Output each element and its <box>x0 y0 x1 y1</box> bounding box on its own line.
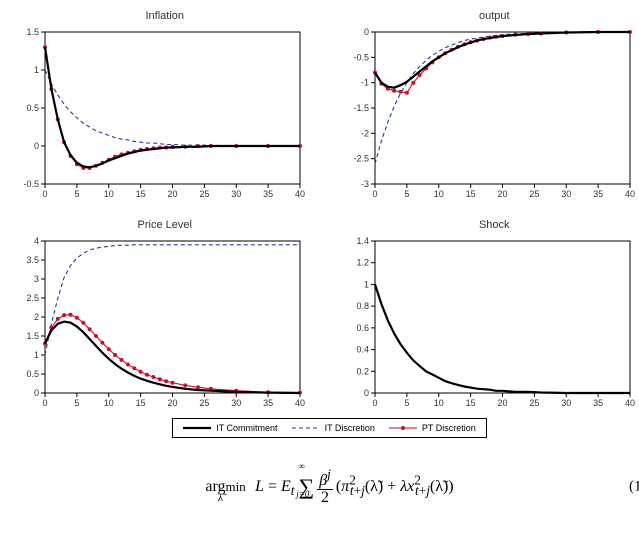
svg-text:5: 5 <box>404 189 409 199</box>
svg-text:-2.5: -2.5 <box>353 154 369 164</box>
chart-grid: Inflation0510152025303540-0.500.511.5out… <box>10 10 639 408</box>
svg-text:-0.5: -0.5 <box>353 52 369 62</box>
svg-text:10: 10 <box>433 189 443 199</box>
equation-body: argminλ̃ L = Et ∑∞j=0βj2(π2t+j(λ̃) + λx2… <box>205 478 453 495</box>
svg-text:20: 20 <box>167 189 177 199</box>
legend-item-commitment: IT Commitment <box>183 423 277 433</box>
series-commitment <box>45 47 300 167</box>
svg-text:-1: -1 <box>360 78 368 88</box>
svg-text:0: 0 <box>372 189 377 199</box>
svg-text:40: 40 <box>624 398 634 408</box>
chart-svg: 0 5 10 15 20 25 30 35 40 0 0.2 0.4 0.6 0.8 1 1.2 1.4 <box>340 233 635 408</box>
series-commitment <box>375 284 630 393</box>
svg-text:2.5: 2.5 <box>26 293 39 303</box>
svg-text:1.5: 1.5 <box>26 27 39 37</box>
svg-text:25: 25 <box>529 398 539 408</box>
svg-text:0.4: 0.4 <box>356 345 369 355</box>
svg-text:5: 5 <box>74 189 79 199</box>
svg-text:0: 0 <box>372 398 377 408</box>
svg-text:1: 1 <box>34 65 39 75</box>
svg-text:4: 4 <box>34 236 39 246</box>
chart-shock: Shock 0 5 10 15 20 25 30 35 40 0 0.2 0.4 0.6 0.8 1 1.2 1.… <box>340 219 639 408</box>
chart-inflation: Inflation0510152025303540-0.500.511.5 <box>10 10 320 199</box>
svg-text:15: 15 <box>136 398 146 408</box>
legend-label: IT Discretion <box>325 423 375 433</box>
svg-text:10: 10 <box>104 398 114 408</box>
svg-text:5: 5 <box>404 398 409 408</box>
svg-text:0.5: 0.5 <box>26 103 39 113</box>
chart-title: Price Level <box>10 219 320 231</box>
svg-text:-1.5: -1.5 <box>353 103 369 113</box>
svg-text:25: 25 <box>529 189 539 199</box>
svg-text:40: 40 <box>295 398 305 408</box>
legend: IT Commitment IT Discretion PT Discretion <box>172 418 487 438</box>
svg-text:3: 3 <box>34 274 39 284</box>
svg-text:0.8: 0.8 <box>356 301 369 311</box>
chart-svg: 0 5 10 15 20 25 30 35 40 0 0.5 1 1.5 2 2.5 3 3.5 4 <box>10 233 305 408</box>
legend-item-pt: PT Discretion <box>389 423 476 433</box>
chart-svg: 0510152025303540-0.500.511.5 <box>10 24 305 199</box>
legend-item-discretion: IT Discretion <box>292 423 375 433</box>
series-discretion <box>45 70 300 146</box>
svg-text:3.5: 3.5 <box>26 255 39 265</box>
svg-text:20: 20 <box>497 189 507 199</box>
equation-block: argminλ̃ L = Et ∑∞j=0βj2(π2t+j(λ̃) + λx2… <box>10 468 639 506</box>
svg-text:1.2: 1.2 <box>356 258 369 268</box>
svg-text:2: 2 <box>34 312 39 322</box>
svg-text:0.6: 0.6 <box>356 323 369 333</box>
svg-text:10: 10 <box>433 398 443 408</box>
svg-text:20: 20 <box>497 398 507 408</box>
chart-title: output <box>340 10 639 22</box>
svg-text:-2: -2 <box>360 128 368 138</box>
svg-text:30: 30 <box>561 398 571 408</box>
svg-text:0: 0 <box>34 388 39 398</box>
chart-svg: 0 5 10 15 20 25 30 35 40 -3 -2.5 -2 -1.5 -1 -0.5 0 <box>340 24 635 199</box>
svg-text:0.5: 0.5 <box>26 369 39 379</box>
svg-text:10: 10 <box>104 189 114 199</box>
svg-text:1.4: 1.4 <box>356 236 369 246</box>
svg-text:0: 0 <box>363 27 368 37</box>
equation-number: (10 <box>629 479 639 496</box>
svg-text:15: 15 <box>465 189 475 199</box>
svg-text:0: 0 <box>42 398 47 408</box>
chart-price-level: Price Level 0 5 10 15 20 25 30 35 40 0 0.5 1 1.5 2 2.5 3… <box>10 219 320 408</box>
svg-text:35: 35 <box>263 398 273 408</box>
svg-text:25: 25 <box>199 398 209 408</box>
svg-text:15: 15 <box>136 189 146 199</box>
svg-text:0.2: 0.2 <box>356 366 369 376</box>
svg-text:1.5: 1.5 <box>26 331 39 341</box>
svg-text:25: 25 <box>199 189 209 199</box>
svg-text:40: 40 <box>295 189 305 199</box>
chart-output: output 0 5 10 15 20 25 30 35 40 -3 -2.5 -2 -1.5 -1 -0.5… <box>340 10 639 199</box>
svg-text:0: 0 <box>363 388 368 398</box>
legend-label: PT Discretion <box>422 423 476 433</box>
svg-text:35: 35 <box>263 189 273 199</box>
svg-text:1: 1 <box>363 279 368 289</box>
series-commitment <box>375 32 630 88</box>
series-discretion <box>375 32 630 164</box>
svg-text:30: 30 <box>561 189 571 199</box>
svg-text:35: 35 <box>593 398 603 408</box>
svg-text:-3: -3 <box>360 179 368 189</box>
series-pt <box>45 47 300 168</box>
chart-title: Shock <box>340 219 639 231</box>
svg-text:0: 0 <box>42 189 47 199</box>
svg-text:40: 40 <box>624 189 634 199</box>
svg-text:35: 35 <box>593 189 603 199</box>
series-discretion <box>45 245 300 355</box>
svg-text:30: 30 <box>231 398 241 408</box>
chart-title: Inflation <box>10 10 320 22</box>
svg-text:15: 15 <box>465 398 475 408</box>
svg-text:1: 1 <box>34 350 39 360</box>
svg-text:20: 20 <box>167 398 177 408</box>
svg-text:5: 5 <box>74 398 79 408</box>
svg-text:0: 0 <box>34 141 39 151</box>
svg-text:-0.5: -0.5 <box>23 179 39 189</box>
svg-text:30: 30 <box>231 189 241 199</box>
legend-label: IT Commitment <box>216 423 277 433</box>
